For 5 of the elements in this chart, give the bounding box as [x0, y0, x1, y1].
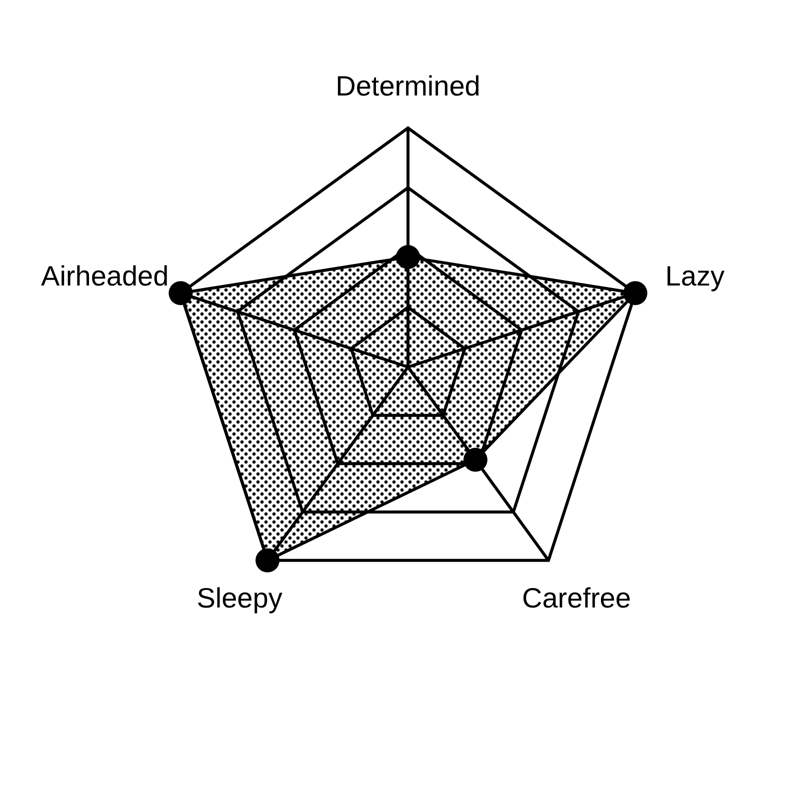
spoke-label: Airheaded	[41, 260, 169, 292]
spoke-label: Carefree	[522, 582, 631, 614]
spoke-label: Determined	[336, 70, 480, 102]
spoke-label: Sleepy	[196, 582, 282, 614]
spoke-label: Lazy	[665, 260, 724, 292]
